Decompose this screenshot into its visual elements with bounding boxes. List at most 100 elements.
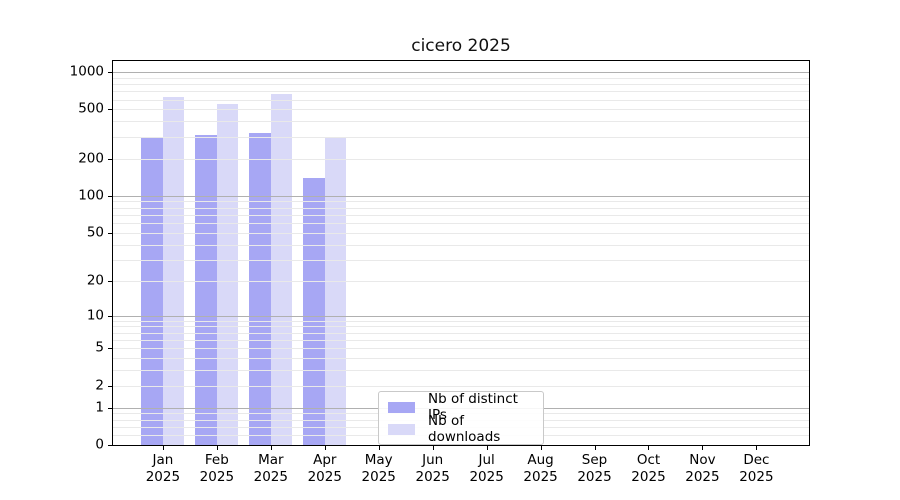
y-axis-tick <box>108 407 112 409</box>
x-tick-month: Aug <box>527 452 554 468</box>
y-tick-label: 1000 <box>69 63 104 80</box>
x-tick-label: Nov 2025 <box>667 452 737 486</box>
gridline-minor <box>113 207 809 209</box>
y-axis-tick <box>108 158 112 160</box>
legend-item: Nb of distinct IPs <box>388 391 534 423</box>
gridline-minor <box>113 109 809 111</box>
x-axis-tick <box>324 446 326 450</box>
y-tick-label: 500 <box>78 101 104 118</box>
legend-item-label: Nb of downloads <box>428 413 501 445</box>
x-tick-year: 2025 <box>523 469 558 485</box>
x-axis-tick <box>486 446 488 450</box>
x-tick-year: 2025 <box>631 469 666 485</box>
x-axis-tick <box>378 446 380 450</box>
x-tick-label: Jun 2025 <box>398 452 468 486</box>
x-tick-month: Jan <box>152 452 174 468</box>
x-tick-month: Jun <box>422 452 444 468</box>
gridline-minor <box>113 223 809 225</box>
x-axis-tick <box>162 446 164 450</box>
x-tick-label: Sep 2025 <box>560 452 630 486</box>
y-axis-tick <box>108 315 112 317</box>
gridline-minor <box>113 121 809 123</box>
y-tick-label: 20 <box>86 272 104 289</box>
gridline-minor <box>113 232 809 234</box>
y-axis-tick <box>108 109 112 111</box>
y-tick-label: 10 <box>86 307 104 324</box>
gridline-minor <box>113 348 809 350</box>
x-tick-month: Sep <box>581 452 608 468</box>
y-axis-tick <box>108 280 112 282</box>
y-axis-tick <box>108 385 112 387</box>
y-axis-tick <box>108 195 112 197</box>
x-axis-tick <box>648 446 650 450</box>
x-tick-year: 2025 <box>361 469 396 485</box>
x-tick-year: 2025 <box>307 469 342 485</box>
gridline-major <box>113 71 809 73</box>
gridline-major <box>113 315 809 317</box>
plot-area <box>112 60 810 446</box>
x-axis-tick <box>432 446 434 450</box>
x-tick-year: 2025 <box>145 469 181 485</box>
x-axis-tick <box>702 446 704 450</box>
x-tick-year: 2025 <box>685 469 720 485</box>
legend: Nb of distinct IPs Nb of downloads <box>378 391 544 445</box>
y-tick-label: 2 <box>95 377 104 394</box>
x-axis-tick <box>540 446 542 450</box>
gridline-minor <box>113 244 809 246</box>
gridline-minor <box>113 259 809 261</box>
y-tick-label: 50 <box>86 224 104 241</box>
x-tick-label: Mar 2025 <box>236 452 306 486</box>
y-tick-label: 5 <box>95 339 104 356</box>
gridline-minor <box>113 158 809 160</box>
chart-title: cicero 2025 <box>411 36 511 56</box>
x-tick-year: 2025 <box>739 469 774 485</box>
y-axis-tick <box>108 71 112 73</box>
x-tick-month: Feb <box>204 452 229 468</box>
gridline-minor <box>113 370 809 372</box>
x-axis-tick <box>216 446 218 450</box>
x-tick-label: Feb 2025 <box>182 452 252 486</box>
x-tick-label: Jan 2025 <box>128 452 198 486</box>
gridline-minor <box>113 214 809 216</box>
x-axis-tick <box>270 446 272 450</box>
x-tick-month: Mar <box>258 452 284 468</box>
legend-item-label: Nb of distinct IPs <box>428 391 518 423</box>
gridline-minor <box>113 136 809 138</box>
gridline-minor <box>113 320 809 322</box>
gridline-minor <box>113 84 809 86</box>
bar-distinct-ips <box>195 135 217 445</box>
x-tick-label: Aug 2025 <box>506 452 576 486</box>
legend-item: Nb of downloads <box>388 413 534 445</box>
gridline-minor <box>113 99 809 101</box>
bar-distinct-ips <box>141 136 163 445</box>
y-tick-label: 100 <box>78 187 104 204</box>
bar-downloads <box>324 136 347 445</box>
x-tick-month: Nov <box>689 452 716 468</box>
gridline-minor <box>113 326 809 328</box>
x-tick-month: Apr <box>313 452 337 468</box>
x-tick-year: 2025 <box>253 469 288 485</box>
x-tick-year: 2025 <box>199 469 235 485</box>
x-tick-month: Jul <box>478 452 495 468</box>
bar-downloads <box>162 96 185 445</box>
bar-distinct-ips <box>303 177 325 445</box>
x-tick-year: 2025 <box>577 469 612 485</box>
gridline-minor <box>113 339 809 341</box>
y-tick-label: 200 <box>78 150 104 167</box>
gridline-minor <box>113 332 809 334</box>
x-tick-year: 2025 <box>469 469 504 485</box>
x-tick-label: Dec 2025 <box>721 452 791 486</box>
y-tick-label: 0 <box>95 436 104 453</box>
x-axis-tick <box>594 446 596 450</box>
gridline-major <box>113 195 809 197</box>
gridline-minor <box>113 77 809 79</box>
legend-swatch <box>388 401 415 413</box>
x-tick-month: Oct <box>636 452 661 468</box>
gridline-minor <box>113 358 809 360</box>
x-tick-month: Dec <box>743 452 770 468</box>
gridline-minor <box>113 280 809 282</box>
legend-swatch <box>388 423 415 435</box>
bar-downloads <box>216 104 239 445</box>
gridline-minor <box>113 201 809 203</box>
x-tick-month: May <box>364 452 393 468</box>
